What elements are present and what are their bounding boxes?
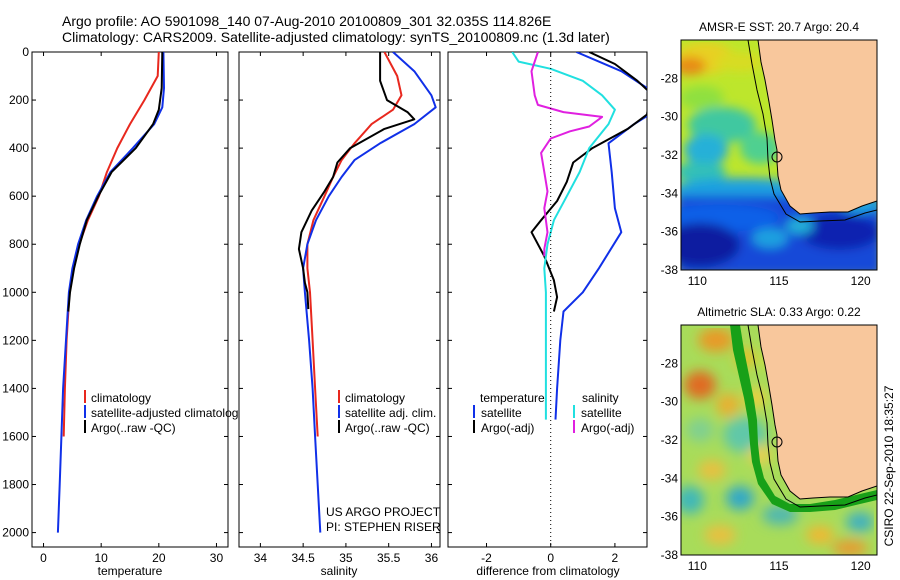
credit-line2: PI: STEPHEN RISER	[326, 520, 441, 534]
legend-title-temperature: temperature	[480, 391, 545, 405]
x-tick-label: 30	[210, 551, 224, 565]
difference-plot-frame	[447, 51, 648, 548]
sst-land-mass	[757, 40, 877, 215]
difference-line-temperature-argo-adj	[530, 52, 647, 312]
legend-label-sal-argo: Argo(-adj)	[581, 421, 634, 435]
sst-argo-marker	[771, 151, 783, 163]
legend-label-argo: Argo(..raw -QC)	[91, 421, 176, 435]
legend-label-temp-argo: Argo(-adj)	[481, 421, 534, 435]
difference-series-group	[511, 52, 647, 420]
temperature-legend: climatology satellite-adjusted climatolo…	[84, 390, 238, 435]
sst-coastal-contour	[747, 40, 877, 223]
difference-xlabel: difference from climatology	[476, 564, 619, 578]
credit-line1: US ARGO PROJECT	[326, 505, 441, 519]
sla-map-title: Altimetric SLA: 0.33 Argo: 0.22	[697, 305, 861, 319]
salinity-line-climatology	[306, 52, 403, 437]
y-tick-label: 600	[9, 189, 29, 203]
sla_map-y-tick-label: -36	[661, 510, 679, 524]
y-tick-label: 1400	[2, 381, 29, 395]
sla_map-y-tick-label: -28	[661, 356, 679, 370]
x-tick-label: 0	[547, 551, 554, 565]
sla_map-y-tick-label: -32	[661, 433, 679, 447]
sst-map-title: AMSR-E SST: 20.7 Argo: 20.4	[699, 20, 859, 34]
sst_map-y-tick-label: -34	[661, 186, 679, 200]
figure-title-line2: Climatology: CARS2009. Satellite-adjuste…	[62, 29, 610, 45]
sla_map-x-tick-label: 110	[688, 559, 707, 573]
difference-line-temperature-satellite	[554, 52, 647, 420]
sst-map-image	[681, 40, 877, 270]
y-tick-label: 400	[9, 141, 29, 155]
y-tick-label: 200	[9, 93, 29, 107]
legend-title-salinity: salinity	[582, 391, 619, 405]
sst_map-x-tick-label: 110	[688, 274, 707, 288]
legend-label-temp-satellite: satellite	[481, 406, 522, 420]
difference-legend: temperature salinity satellite Argo(-adj…	[473, 391, 634, 435]
x-tick-label: -2	[481, 551, 492, 565]
sst-map-frame	[680, 39, 878, 271]
legend-label-argo: Argo(..raw -QC)	[345, 421, 430, 435]
temperature-plot-frame	[31, 51, 229, 548]
difference-line-salinity-argo-adj	[530, 52, 604, 257]
salinity-line-satellite-adj-clim	[302, 52, 437, 533]
x-tick-label: 34.5	[291, 551, 315, 565]
y-tick-label: 1000	[2, 285, 29, 299]
sla-map-frame	[680, 324, 878, 556]
legend-label-satellite: satellite-adjusted climatolog	[91, 406, 238, 420]
salinity-series-group	[297, 52, 437, 533]
sla-map-image	[681, 325, 877, 555]
salinity-plot-frame	[238, 51, 441, 548]
sst_map-y-tick-label: -28	[661, 71, 679, 85]
sla_map-x-tick-label: 120	[851, 559, 871, 573]
x-tick-label: 36	[425, 551, 439, 565]
figure-title-line1: Argo profile: AO 5901098_140 07-Aug-2010…	[62, 13, 551, 29]
y-tick-label: 1200	[2, 333, 29, 347]
sst_map-x-tick-label: 115	[769, 274, 788, 288]
y-tick-label: 1600	[2, 429, 29, 443]
sst_map-y-tick-label: -32	[661, 148, 679, 162]
y-tick-label: 800	[9, 237, 29, 251]
x-tick-label: 34	[254, 551, 268, 565]
temperature-line-argo-raw-qc	[67, 52, 164, 312]
sla-coastal-contour	[747, 325, 877, 508]
x-tick-label: 35	[339, 551, 353, 565]
x-tick-label: 0	[40, 551, 47, 565]
legend-label-sal-satellite: satellite	[581, 406, 622, 420]
y-tick-label: 1800	[2, 478, 29, 492]
salinity-legend: climatology satellite adj. clim. Argo(..…	[338, 390, 436, 435]
temperature-xlabel: temperature	[98, 564, 163, 578]
sla_map-y-tick-label: -38	[661, 548, 679, 562]
temperature-line-satellite-adjusted-climatolog	[56, 52, 165, 533]
profile-lines-layer	[56, 52, 647, 533]
y-tick-label: 2000	[2, 526, 29, 540]
legend-label-satellite: satellite adj. clim.	[345, 406, 436, 420]
sla_map-x-tick-label: 115	[769, 559, 788, 573]
x-tick-label: 10	[94, 551, 108, 565]
legend-label-climatology: climatology	[91, 391, 151, 405]
sst_map-y-tick-label: -30	[661, 110, 679, 124]
legend-label-climatology: climatology	[345, 391, 405, 405]
temperature-series-group	[56, 52, 165, 533]
axis-ticks-layer: 0 10 20 30020040060080010001200140016001800…	[2, 45, 871, 573]
sst_map-y-tick-label: -36	[661, 225, 679, 239]
salinity-line-argo-raw-qc	[297, 52, 416, 310]
y-tick-label: 0	[22, 45, 29, 59]
x-tick-label: 20	[152, 551, 166, 565]
sla_map-y-tick-label: -34	[661, 471, 679, 485]
x-tick-label: 2	[612, 551, 619, 565]
salinity-xlabel: salinity	[321, 564, 358, 578]
timestamp-side-label: CSIRO 22-Sep-2010 18:35:27	[882, 385, 896, 546]
sla-argo-marker	[771, 436, 783, 448]
sla_map-y-tick-label: -30	[661, 395, 679, 409]
sst_map-y-tick-label: -38	[661, 263, 679, 277]
sla-land-mass	[757, 325, 877, 500]
x-tick-label: 35.5	[377, 551, 401, 565]
difference-line-salinity-satellite	[511, 52, 616, 420]
sst_map-x-tick-label: 120	[851, 274, 871, 288]
